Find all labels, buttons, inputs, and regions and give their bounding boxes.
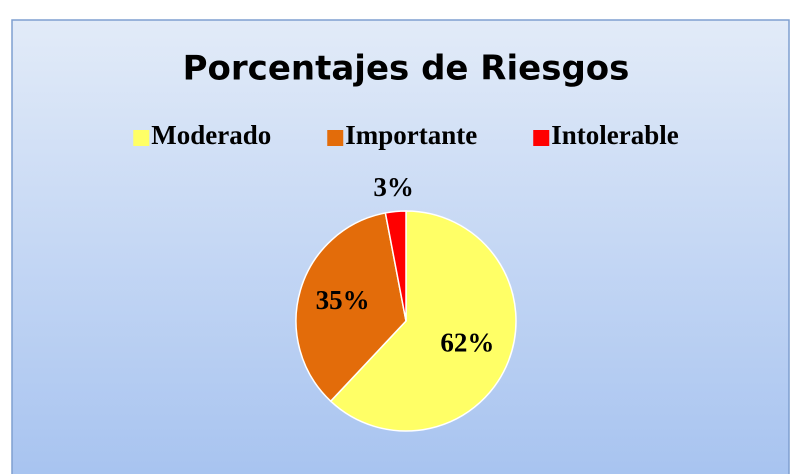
legend-label: Intolerable [551,120,679,150]
legend: Moderado Importante Intolerable [133,120,679,150]
pie-slice [295,212,407,403]
data-label: 62% [440,327,494,357]
data-label: 3% [373,172,414,202]
pie-slice [384,210,407,322]
legend-swatch [533,130,550,146]
legend-label: Moderado [151,120,271,150]
legend-swatch [327,130,344,146]
legend-label: Importante [345,120,477,150]
pie-slice [329,210,517,432]
chart-title: Porcentajes de Riesgos [183,49,630,89]
legend-swatch [133,130,150,146]
data-label: 35% [316,285,370,315]
